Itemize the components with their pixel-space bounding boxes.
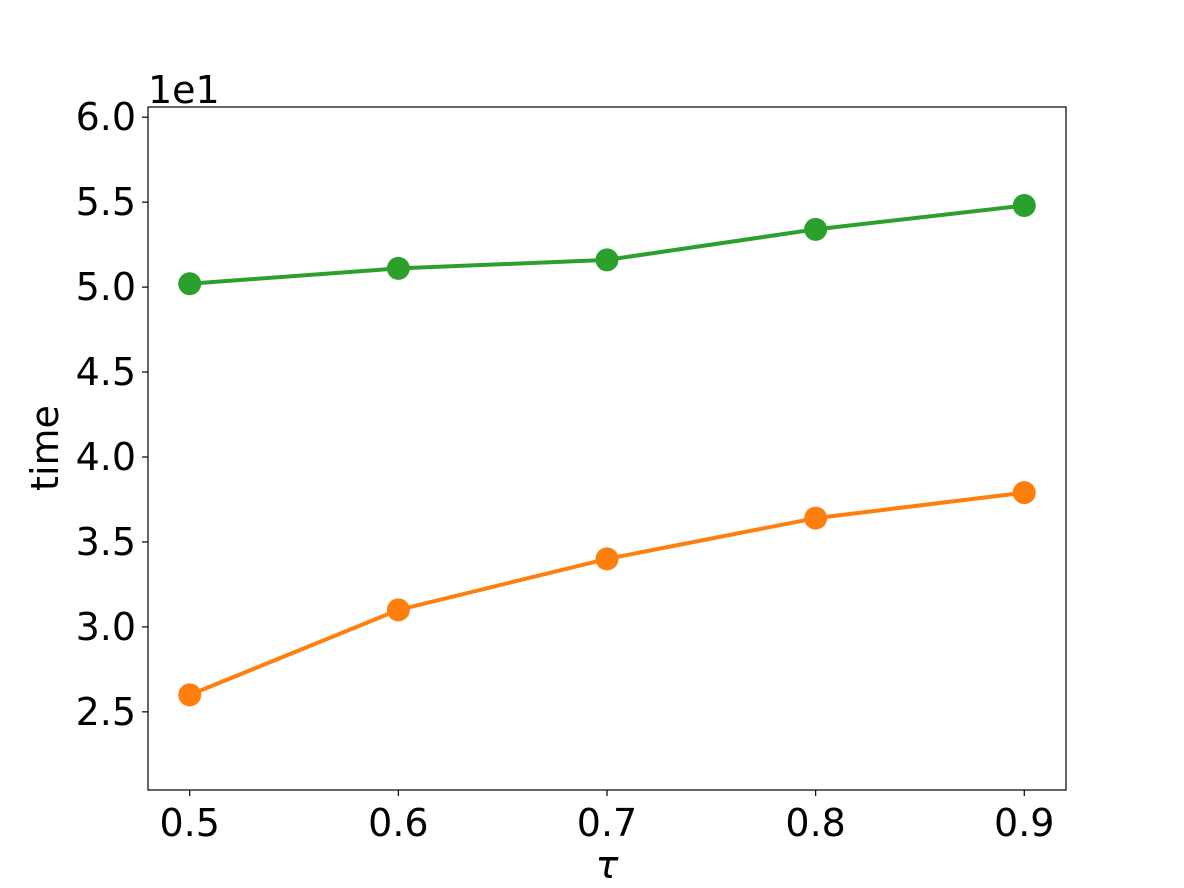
x-tick-label: 0.9 (994, 801, 1054, 845)
series-2-point (386, 598, 410, 622)
x-tick-label: 0.7 (577, 801, 637, 845)
x-tick-label: 0.6 (368, 801, 428, 845)
series-1-point (804, 217, 828, 241)
y-axis-label: time (23, 405, 67, 491)
y-tick-label: 5.5 (76, 180, 136, 224)
x-tick-label: 0.5 (160, 801, 220, 845)
series-1-point (595, 248, 619, 272)
plot-area (147, 106, 1067, 791)
y-offset-label: 1e1 (148, 68, 220, 112)
x-axis-label: τ (596, 843, 620, 887)
series-2-point (1012, 481, 1036, 505)
y-tick-label: 5.0 (76, 265, 136, 309)
series-2-point (595, 547, 619, 571)
series-1-point (386, 256, 410, 280)
y-tick-label: 3.5 (76, 520, 136, 564)
x-axis-ticks: 0.5 0.6 0.7 0.8 0.9 (160, 790, 1054, 845)
y-tick-label: 2.5 (76, 690, 136, 734)
y-axis-ticks: 2.5 3.0 3.5 4.0 4.5 5.0 5.5 6.0 (76, 95, 148, 734)
y-tick-label: 3.0 (76, 605, 136, 649)
series-layer (178, 194, 1036, 707)
series-1-point (1012, 194, 1036, 218)
series-2-point (804, 506, 828, 530)
y-tick-label: 4.5 (76, 350, 136, 394)
series-1-point (178, 272, 202, 296)
y-tick-label: 4.0 (76, 435, 136, 479)
y-tick-label: 6.0 (76, 95, 136, 139)
series-2-point (178, 683, 202, 707)
x-tick-label: 0.8 (785, 801, 845, 845)
